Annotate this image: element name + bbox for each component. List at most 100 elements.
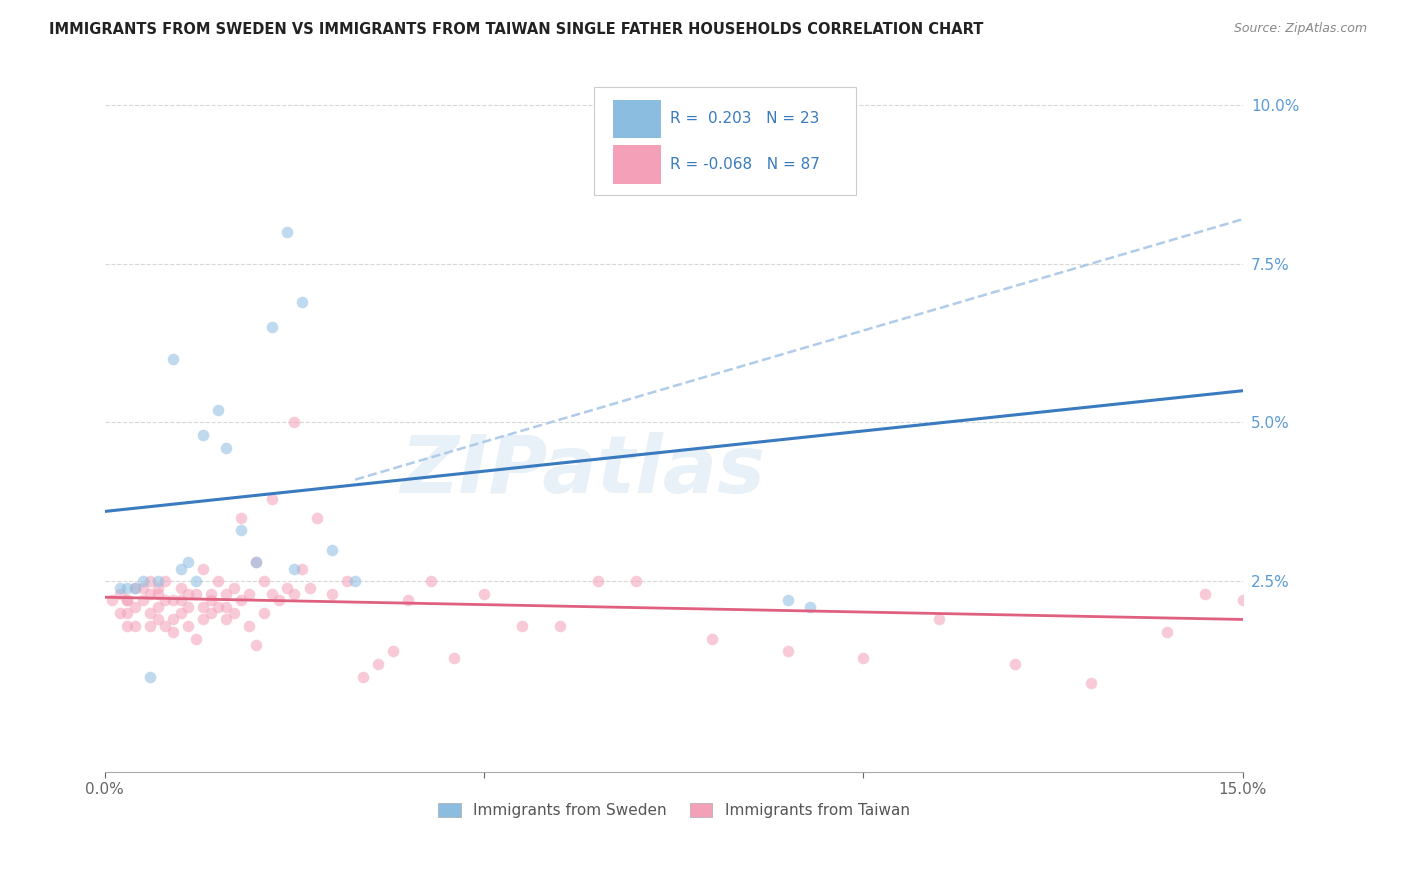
Point <box>799 599 821 614</box>
Point <box>624 574 647 589</box>
Point <box>139 619 162 633</box>
Point <box>124 581 146 595</box>
Point <box>382 644 405 658</box>
Point <box>155 574 177 589</box>
Point <box>253 606 276 620</box>
Point <box>139 587 162 601</box>
Point <box>155 619 177 633</box>
Text: R =  0.203   N = 23: R = 0.203 N = 23 <box>671 112 820 127</box>
Point <box>253 574 276 589</box>
Point <box>510 619 533 633</box>
Text: Source: ZipAtlas.com: Source: ZipAtlas.com <box>1233 22 1367 36</box>
Point <box>1004 657 1026 671</box>
Point <box>108 606 131 620</box>
Point <box>776 593 799 607</box>
Point <box>276 581 298 595</box>
Point <box>215 599 238 614</box>
Point <box>260 587 283 601</box>
Point <box>193 612 215 626</box>
Point <box>146 587 169 601</box>
Point <box>238 587 260 601</box>
Point <box>177 587 200 601</box>
Text: IMMIGRANTS FROM SWEDEN VS IMMIGRANTS FROM TAIWAN SINGLE FATHER HOUSEHOLDS CORREL: IMMIGRANTS FROM SWEDEN VS IMMIGRANTS FRO… <box>49 22 984 37</box>
Point <box>193 428 215 442</box>
Point <box>169 593 191 607</box>
Point <box>215 441 238 455</box>
Point <box>283 587 305 601</box>
Point <box>1232 593 1254 607</box>
Point <box>177 619 200 633</box>
Point <box>117 606 139 620</box>
Point <box>146 612 169 626</box>
Point <box>117 581 139 595</box>
Point <box>336 574 359 589</box>
Point <box>207 599 229 614</box>
Point <box>108 581 131 595</box>
Text: ZIPatlas: ZIPatlas <box>401 433 765 510</box>
Point <box>155 593 177 607</box>
Point <box>245 555 267 569</box>
Point <box>245 638 267 652</box>
Point <box>700 632 723 646</box>
Point <box>321 587 343 601</box>
Point <box>207 402 229 417</box>
Point <box>169 581 191 595</box>
Point <box>200 606 222 620</box>
Point <box>146 574 169 589</box>
Point <box>124 599 146 614</box>
Point <box>200 593 222 607</box>
Point <box>146 599 169 614</box>
Point <box>260 320 283 334</box>
Point <box>124 581 146 595</box>
Point <box>117 593 139 607</box>
Point <box>184 587 207 601</box>
Point <box>776 644 799 658</box>
Point <box>472 587 495 601</box>
Point <box>162 593 184 607</box>
Point <box>291 294 314 309</box>
Point <box>162 612 184 626</box>
Point <box>367 657 389 671</box>
Point <box>269 593 291 607</box>
Point <box>548 619 571 633</box>
Point <box>131 593 153 607</box>
Point <box>184 632 207 646</box>
Text: R = -0.068   N = 87: R = -0.068 N = 87 <box>671 157 820 172</box>
Point <box>307 510 329 524</box>
Point <box>1156 625 1178 640</box>
Point <box>207 574 229 589</box>
Point <box>352 670 374 684</box>
Point <box>131 574 153 589</box>
Point <box>146 581 169 595</box>
Point <box>200 587 222 601</box>
Point <box>162 351 184 366</box>
Point <box>1080 676 1102 690</box>
Point <box>283 416 305 430</box>
Point <box>344 574 367 589</box>
Point <box>238 619 260 633</box>
Point <box>215 612 238 626</box>
Point <box>193 561 215 575</box>
Point <box>443 650 465 665</box>
Point <box>222 581 245 595</box>
Point <box>222 606 245 620</box>
FancyBboxPatch shape <box>595 87 856 195</box>
Point <box>108 587 131 601</box>
Point <box>276 225 298 239</box>
Point <box>169 561 191 575</box>
Legend: Immigrants from Sweden, Immigrants from Taiwan: Immigrants from Sweden, Immigrants from … <box>432 797 915 824</box>
Point <box>260 491 283 506</box>
Point <box>231 593 253 607</box>
Point <box>184 574 207 589</box>
Point <box>139 606 162 620</box>
Point <box>177 555 200 569</box>
Point <box>852 650 875 665</box>
Point <box>586 574 609 589</box>
Point <box>298 581 321 595</box>
Point <box>177 599 200 614</box>
Point <box>1194 587 1216 601</box>
Point <box>291 561 314 575</box>
Point <box>131 581 153 595</box>
Point <box>231 524 253 538</box>
Point <box>231 510 253 524</box>
